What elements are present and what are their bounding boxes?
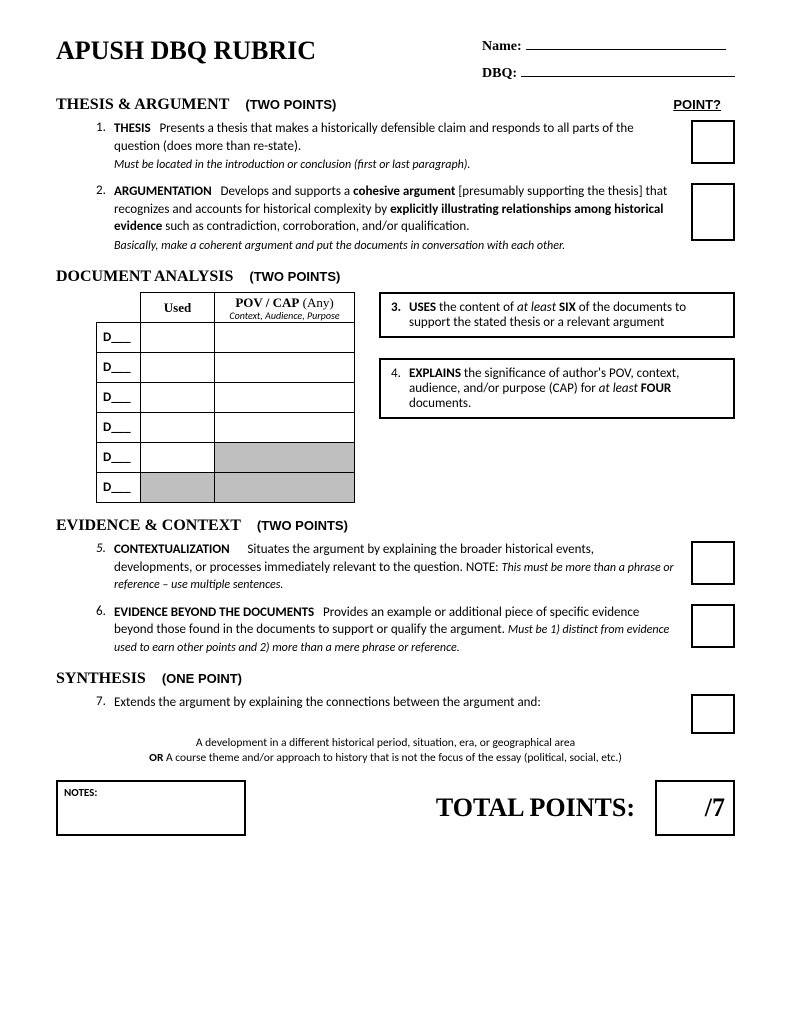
box-num: 4. <box>391 366 409 411</box>
total-label: TOTAL POINTS: <box>260 780 641 836</box>
doc-cell[interactable] <box>215 443 355 473</box>
doc-row-label: D___ <box>97 473 141 503</box>
item-note: Must be located in the introduction or c… <box>114 157 675 173</box>
doc-table-wrap: Used POV / CAP (Any)Context, Audience, P… <box>96 292 355 503</box>
page-title: APUSH DBQ RUBRIC <box>56 36 316 66</box>
thesis-title: THESIS & ARGUMENT <box>56 96 229 114</box>
notes-box[interactable]: NOTES: <box>56 780 246 836</box>
header: APUSH DBQ RUBRIC Name: DBQ: <box>56 36 735 82</box>
doc-cell[interactable] <box>141 383 215 413</box>
evidence-title: EVIDENCE & CONTEXT <box>56 517 241 535</box>
doc-title: DOCUMENT ANALYSIS <box>56 268 233 286</box>
synth-pts: (ONE POINT) <box>162 671 242 686</box>
dbq-label: DBQ: <box>482 66 517 82</box>
section-thesis-head: THESIS & ARGUMENT (TWO POINTS) POINT? <box>56 96 735 114</box>
section-doc-head: DOCUMENT ANALYSIS (TWO POINTS) <box>56 268 735 286</box>
synth-title: SYNTHESIS <box>56 670 146 688</box>
item-body: ARGUMENTATION Develops and supports a co… <box>114 183 685 254</box>
doc-cell[interactable] <box>215 323 355 353</box>
item-body: Extends the argument by explaining the c… <box>114 694 685 712</box>
item-body: THESIS Presents a thesis that makes a hi… <box>114 120 685 173</box>
doc-cell[interactable] <box>215 413 355 443</box>
doc-box-3: 3. USES the content of at least SIX of t… <box>379 292 735 338</box>
thesis-item-2: 2. ARGUMENTATION Develops and supports a… <box>96 183 735 254</box>
item-num: 1. <box>96 120 114 135</box>
doc-cell[interactable] <box>141 473 215 503</box>
doc-cell[interactable] <box>215 353 355 383</box>
doc-cell[interactable] <box>141 323 215 353</box>
synth-checkbox-7[interactable] <box>691 694 735 734</box>
evidence-checkbox-6[interactable] <box>691 604 735 648</box>
evidence-item-5: 5. CONTEXTUALIZATION Situates the argume… <box>96 541 735 594</box>
doc-right-boxes: 3. USES the content of at least SIX of t… <box>379 292 735 503</box>
item-num: 2. <box>96 183 114 198</box>
doc-cell[interactable] <box>141 413 215 443</box>
doc-row-label: D___ <box>97 323 141 353</box>
evidence-checkbox-5[interactable] <box>691 541 735 585</box>
item-num: 5. <box>96 541 114 556</box>
doc-table: Used POV / CAP (Any)Context, Audience, P… <box>96 292 355 503</box>
doc-cell[interactable] <box>215 383 355 413</box>
thesis-item-1: 1. THESIS Presents a thesis that makes a… <box>96 120 735 173</box>
box-num: 3. <box>391 300 409 330</box>
footer: NOTES: TOTAL POINTS: /7 <box>56 780 735 836</box>
used-head: Used <box>141 293 215 323</box>
name-label: Name: <box>482 39 522 55</box>
thesis-pts: (TWO POINTS) <box>245 97 336 112</box>
item-body: CONTEXTUALIZATION Situates the argument … <box>114 541 685 594</box>
doc-row-label: D___ <box>97 353 141 383</box>
doc-analysis: Used POV / CAP (Any)Context, Audience, P… <box>96 292 735 503</box>
doc-row-label: D___ <box>97 413 141 443</box>
item-num: 7. <box>96 694 114 709</box>
name-fields: Name: DBQ: <box>482 36 735 82</box>
doc-row-label: D___ <box>97 383 141 413</box>
doc-pts: (TWO POINTS) <box>249 269 340 284</box>
doc-row-label: D___ <box>97 443 141 473</box>
point-head: POINT? <box>673 97 721 112</box>
thesis-checkbox-2[interactable] <box>691 183 735 241</box>
box-text: EXPLAINS the significance of author's PO… <box>409 366 723 411</box>
section-synth-head: SYNTHESIS (ONE POINT) <box>56 670 735 688</box>
item-note: Basically, make a coherent argument and … <box>114 238 675 254</box>
box-text: USES the content of at least SIX of the … <box>409 300 723 330</box>
dbq-input[interactable] <box>521 63 735 77</box>
section-evidence-head: EVIDENCE & CONTEXT (TWO POINTS) <box>56 517 735 535</box>
evidence-item-6: 6. EVIDENCE BEYOND THE DOCUMENTS Provide… <box>96 604 735 657</box>
pov-head: POV / CAP (Any)Context, Audience, Purpos… <box>215 293 355 323</box>
item-num: 6. <box>96 604 114 619</box>
doc-cell[interactable] <box>141 443 215 473</box>
total-box[interactable]: /7 <box>655 780 735 836</box>
name-input[interactable] <box>526 36 726 50</box>
synth-sub: A development in a different historical … <box>96 736 675 766</box>
doc-cell[interactable] <box>141 353 215 383</box>
item-body: EVIDENCE BEYOND THE DOCUMENTS Provides a… <box>114 604 685 657</box>
doc-box-4: 4. EXPLAINS the significance of author's… <box>379 358 735 419</box>
doc-cell[interactable] <box>215 473 355 503</box>
synth-item-7: 7. Extends the argument by explaining th… <box>96 694 735 734</box>
thesis-checkbox-1[interactable] <box>691 120 735 164</box>
evidence-pts: (TWO POINTS) <box>257 518 348 533</box>
